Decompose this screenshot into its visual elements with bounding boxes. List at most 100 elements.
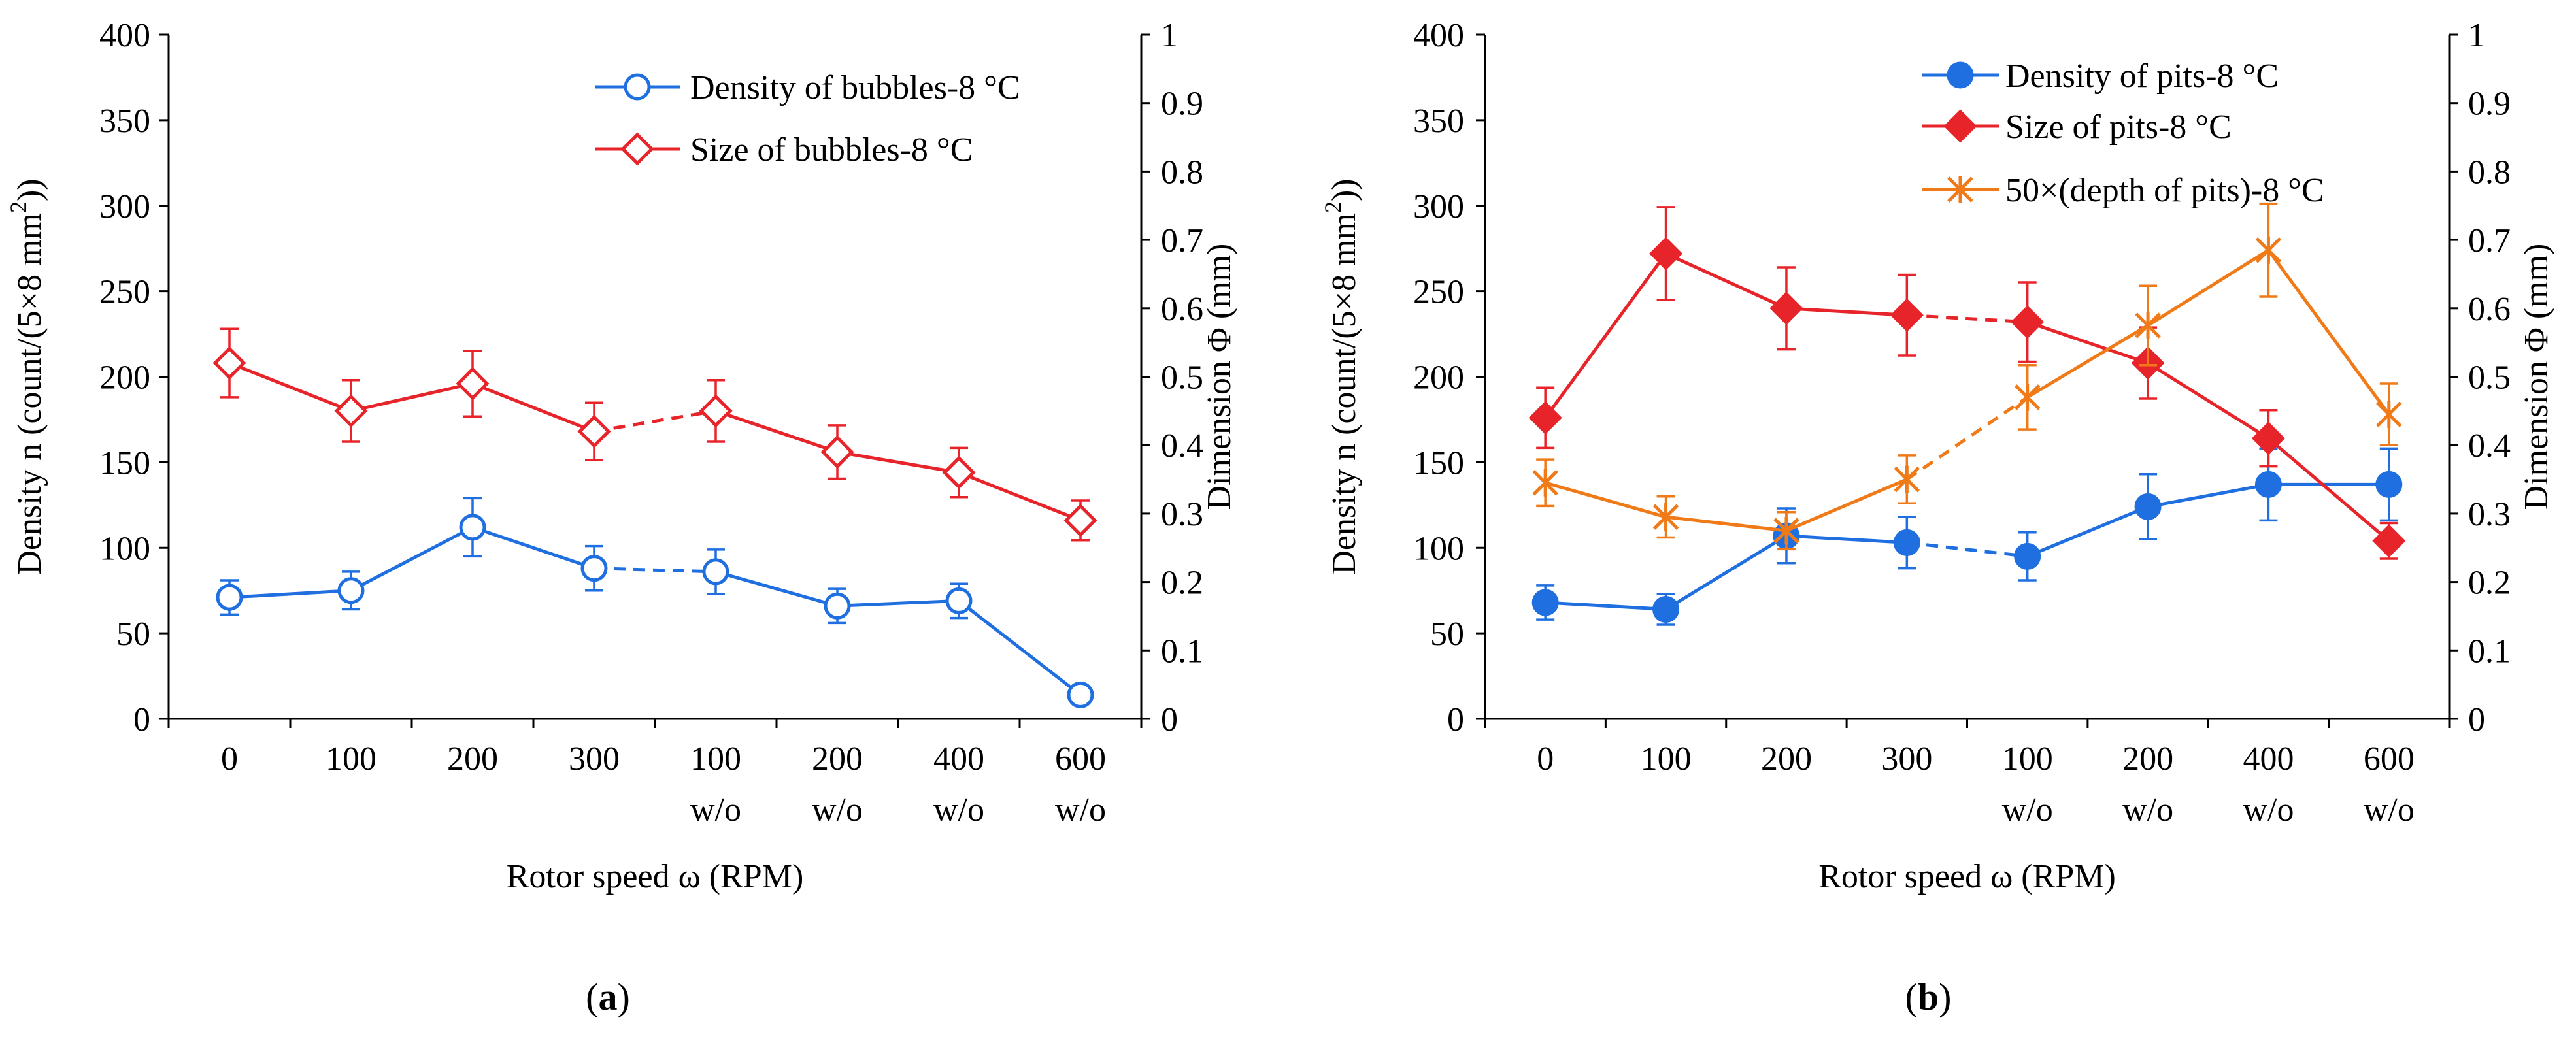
x-tick-label: 0 xyxy=(221,740,238,778)
left-tick-label: 350 xyxy=(99,103,150,140)
right-tick-label: 0.8 xyxy=(1161,154,1203,191)
x-tick-label-suffix: w/o xyxy=(2364,791,2415,829)
series-dashed-segment xyxy=(594,567,716,574)
chart-panel-b: 0 50 100 150 200 250 300 350 400 0 0.1 0.2 0.3 0.4 0.5… xyxy=(1320,17,2555,1018)
legend-label: Size of bubbles-8 °C xyxy=(690,131,973,169)
series-line-segment xyxy=(837,450,960,474)
series-line-segment xyxy=(2026,320,2149,365)
legend-entry-3: 50×(depth of pits)-8 °C xyxy=(1922,172,2324,209)
data-point xyxy=(580,555,608,582)
panel-label-letter: a xyxy=(599,976,618,1018)
x-tick-label: 600 xyxy=(2364,740,2415,778)
panel-label-letter: b xyxy=(1918,976,1939,1018)
x-tick-label: 300 xyxy=(1881,740,1932,778)
data-point xyxy=(334,394,368,428)
series-line-segment xyxy=(472,382,595,433)
data-point xyxy=(216,584,243,611)
x-tick-label-suffix: w/o xyxy=(933,791,984,829)
x-tick-label: 200 xyxy=(812,740,863,778)
series-line-segment xyxy=(1665,534,1788,611)
x-tick-label-suffix: w/o xyxy=(690,791,741,829)
series-2 xyxy=(1528,206,2406,560)
legend-label: Size of pits-8 °C xyxy=(2005,108,2232,146)
legend-label: Density of pits-8 °C xyxy=(2005,58,2279,95)
panel-label-open: ( xyxy=(586,976,598,1018)
left-tick-label: 100 xyxy=(1413,530,1464,567)
left-axis-title: Density n (count/(5×8 mm2)) xyxy=(5,178,48,574)
data-point xyxy=(702,558,729,586)
series-line-segment xyxy=(350,382,473,413)
data-point xyxy=(456,367,490,401)
right-tick-label: 0.6 xyxy=(1161,291,1203,328)
x-tick-label-suffix: w/o xyxy=(1055,791,1106,829)
right-tick-label: 0.4 xyxy=(1161,427,1203,465)
series-line-segment xyxy=(958,599,1082,697)
right-tick-label: 0 xyxy=(2468,701,2485,738)
data-point xyxy=(1532,469,1558,497)
data-point xyxy=(2255,236,2282,264)
x-tick-label: 100 xyxy=(1641,740,1692,778)
x-tick-label: 200 xyxy=(447,740,498,778)
right-tick-label: 0.1 xyxy=(2468,633,2511,670)
legend-label: Density of bubbles-8 °C xyxy=(690,69,1020,107)
series-line-segment xyxy=(1665,252,1787,310)
data-point xyxy=(2011,305,2045,339)
x-tick-label: 200 xyxy=(2122,740,2173,778)
legend-entry-2: Size of pits-8 °C xyxy=(1922,108,2232,146)
left-tick-label: 250 xyxy=(1413,274,1464,311)
series-line-segment xyxy=(1544,252,1667,419)
series-line-segment xyxy=(2147,482,2269,508)
series-dashed-segment xyxy=(1907,313,2028,324)
right-tick-label: 0 xyxy=(1161,701,1178,738)
data-point xyxy=(212,346,246,380)
panel-label: (b) xyxy=(1905,976,1952,1018)
data-point xyxy=(824,592,851,620)
left-tick-label: 400 xyxy=(99,17,150,54)
right-axis-title: Dimension Φ (mm) xyxy=(2518,244,2555,510)
right-tick-label: 0.7 xyxy=(2468,222,2511,259)
data-point xyxy=(1528,401,1562,435)
series-dashed-segment xyxy=(594,409,716,433)
x-tick-label: 200 xyxy=(1761,740,1812,778)
x-tick-label: 100 xyxy=(326,740,376,778)
right-tick-label: 1 xyxy=(1161,17,1178,54)
data-point xyxy=(2134,493,2162,520)
right-tick-label: 0.9 xyxy=(1161,86,1203,123)
legend-marker xyxy=(1947,61,1974,89)
data-point xyxy=(1894,465,1920,493)
series-line-segment xyxy=(1786,306,1907,317)
series-line-segment xyxy=(2267,249,2390,416)
data-point xyxy=(820,435,854,469)
left-tick-label: 50 xyxy=(1430,616,1464,653)
data-point xyxy=(1652,503,1679,531)
series-line-segment xyxy=(958,471,1081,522)
left-axis-title-superscript: 2 xyxy=(1320,201,1346,213)
data-point xyxy=(1652,595,1680,623)
panel-label-open: ( xyxy=(1905,976,1918,1018)
legend-marker xyxy=(624,73,651,101)
left-tick-label: 150 xyxy=(1413,444,1464,482)
left-tick-label: 0 xyxy=(1447,701,1464,738)
left-axis-title: Density n (count/(5×8 mm2)) xyxy=(1320,178,1363,574)
series-1 xyxy=(216,497,1094,708)
left-axis-title-main: Density n (count/(5×8 mm xyxy=(1326,213,1363,575)
data-point xyxy=(459,514,486,541)
legend-entry-1: Density of pits-8 °C xyxy=(1922,58,2279,95)
data-point xyxy=(2014,542,2041,570)
series-2 xyxy=(212,327,1097,542)
series-dashed-segment xyxy=(1905,395,2029,481)
left-tick-label: 400 xyxy=(1413,17,1464,54)
left-tick-label: 300 xyxy=(99,188,150,225)
data-point xyxy=(1773,517,1799,545)
series-line-segment xyxy=(2267,437,2390,542)
legend-marker xyxy=(1947,176,1973,203)
series-line-segment xyxy=(1665,515,1787,533)
right-tick-label: 0.3 xyxy=(2468,496,2511,533)
data-point xyxy=(2376,401,2402,429)
left-tick-label: 100 xyxy=(99,530,150,567)
x-tick-label: 0 xyxy=(1537,740,1554,778)
left-tick-label: 200 xyxy=(99,359,150,397)
x-tick-label-suffix: w/o xyxy=(2243,791,2294,829)
series-line-segment xyxy=(2026,505,2149,558)
